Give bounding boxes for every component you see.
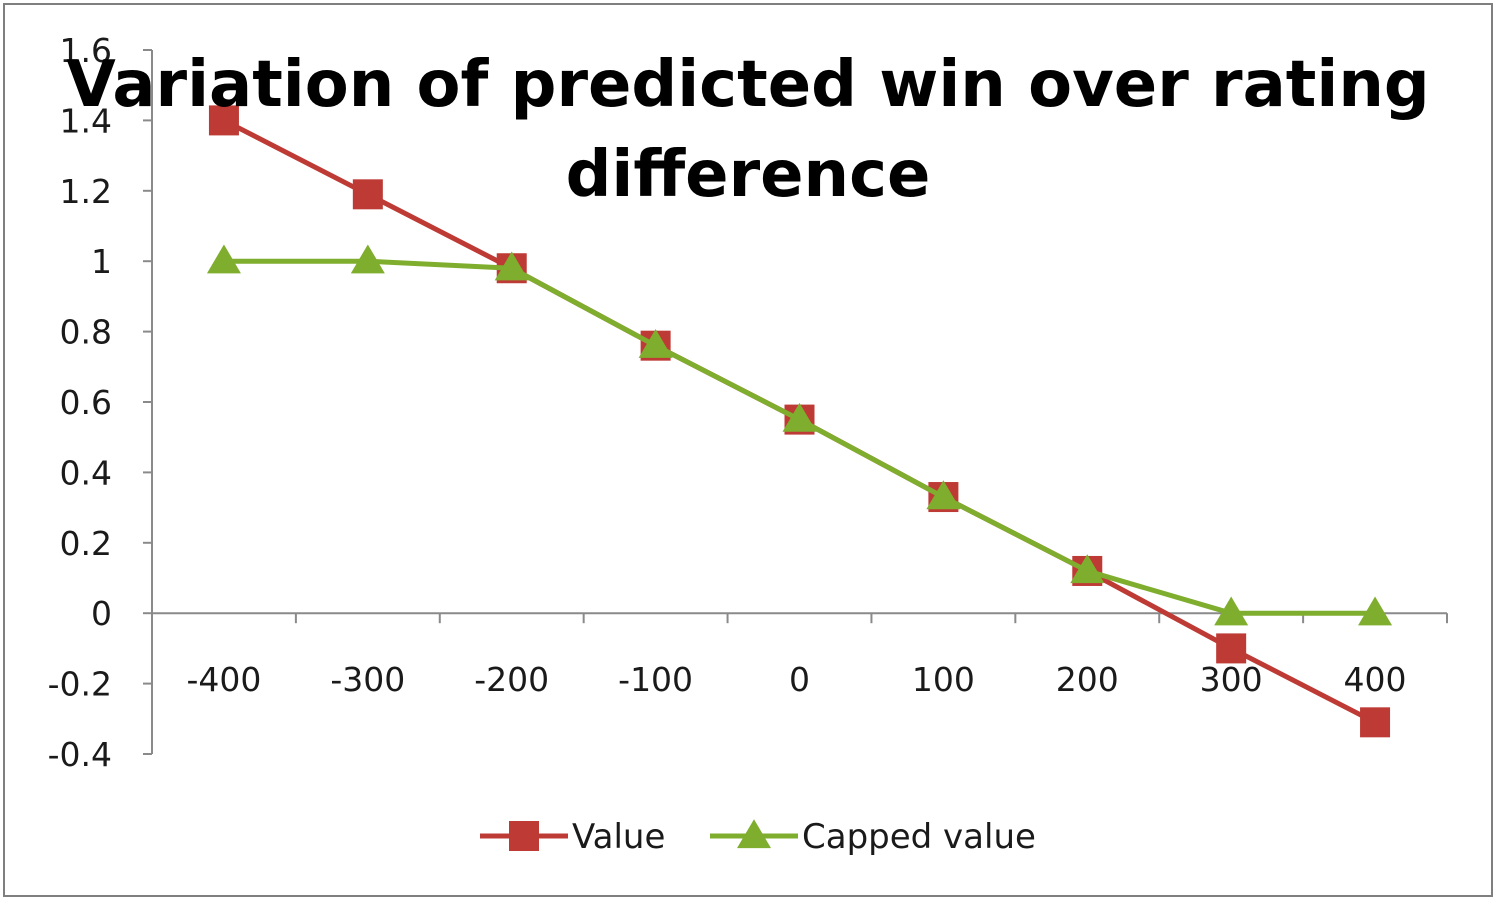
y-tick-label: 0.8 — [60, 313, 112, 352]
y-tick-label: 1 — [91, 242, 112, 281]
chart-title-line-1: Variation of predicted win over rating — [66, 48, 1429, 122]
legend-label: Capped value — [802, 817, 1036, 857]
chart-frame — [3, 3, 1493, 897]
data-point — [782, 402, 817, 432]
chart-title: Variation of predicted win over rating d… — [66, 48, 1429, 212]
data-point — [208, 105, 239, 136]
y-tick-label: 1.2 — [60, 172, 112, 211]
data-point — [638, 328, 673, 358]
data-point — [206, 244, 241, 274]
data-point — [350, 244, 385, 274]
data-point — [352, 179, 383, 210]
series-capped-value — [206, 244, 1393, 626]
y-tick-label: 0 — [91, 594, 112, 633]
legend-marker — [737, 819, 771, 849]
x-tick-label: 300 — [1200, 660, 1263, 699]
legend-item: Value — [480, 817, 665, 857]
data-point — [1360, 707, 1391, 738]
x-tick-label: 200 — [1056, 660, 1119, 699]
series-layer — [206, 105, 1393, 738]
x-tick-label: -200 — [474, 660, 549, 699]
series-line — [223, 258, 1376, 616]
y-tick-label: 1.6 — [60, 31, 112, 70]
y-tick-label: 0.4 — [60, 453, 112, 492]
y-tick-label: -0.2 — [48, 665, 112, 704]
data-point — [1216, 633, 1247, 664]
y-tick-label: 0.2 — [60, 524, 112, 563]
y-tick-label: 0.6 — [60, 383, 112, 422]
legend-item: Capped value — [710, 817, 1036, 857]
y-tick-label: -0.4 — [48, 735, 112, 774]
x-tick-label: 100 — [912, 660, 975, 699]
legend-marker — [509, 821, 539, 851]
chart-title-line-2: difference — [566, 138, 931, 212]
data-point — [926, 480, 961, 510]
data-point — [494, 251, 529, 281]
x-tick-label: -100 — [618, 660, 693, 699]
x-tick-labels: -400 -300 -200 -100 0 100 200 300 400 — [186, 660, 1406, 699]
y-tick-labels: 1.6 1.4 1.2 1 0.8 0.6 0.4 0.2 0 -0.2 -0.4 — [48, 31, 112, 774]
y-tick-label: 1.4 — [60, 101, 112, 140]
x-tick-label: -300 — [330, 660, 405, 699]
legend-label: Value — [572, 817, 665, 857]
x-tick-label: -400 — [186, 660, 261, 699]
x-tick-label: 0 — [789, 660, 810, 699]
x-tick-label: 400 — [1344, 660, 1407, 699]
legend: Value Capped value — [480, 817, 1036, 857]
data-point — [1358, 596, 1393, 626]
data-point — [1070, 554, 1105, 584]
data-point — [1214, 596, 1249, 626]
